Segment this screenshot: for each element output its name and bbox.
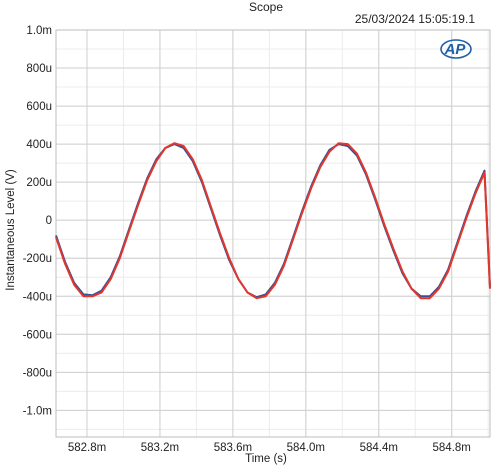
x-axis-label: Time (s) [245, 453, 287, 465]
x-axis-ticks: 582.8m 583.2m 583.6m 584.0m 584.4m 584.8m [68, 442, 471, 454]
series-layer [55, 142, 491, 300]
plot-frame [55, 29, 491, 438]
y-tick-label: 800u [26, 63, 52, 75]
x-tick-label: 584.8m [433, 442, 471, 454]
y-tick-label: -800u [23, 367, 52, 379]
ap-logo-swoosh [440, 39, 472, 59]
y-tick-label: -200u [23, 253, 52, 265]
y-axis-ticks: 1.0m 800u 600u 400u 200u 0 -200u -400u -600u -800… [23, 25, 52, 417]
grid [56, 29, 490, 437]
chart-title: Scope [249, 0, 283, 14]
y-tick-label: 1.0m [26, 25, 52, 37]
y-tick-label: 400u [26, 139, 52, 151]
y-axis-label: Instantaneous Level (V) [5, 169, 17, 291]
y-tick-label: -400u [23, 291, 52, 303]
x-tick-label: 584.0m [287, 442, 325, 454]
x-tick-label: 584.4m [360, 442, 398, 454]
ap-logo: AP [440, 39, 472, 59]
timestamp: 25/03/2024 15:05:19.1 [355, 12, 475, 26]
y-tick-label: 600u [26, 101, 52, 113]
y-tick-label: -600u [23, 329, 52, 341]
x-tick-label: 582.8m [68, 442, 106, 454]
y-tick-label: 200u [26, 177, 52, 189]
y-tick-label: 0 [46, 215, 52, 227]
ap-logo-text: AP [444, 41, 467, 58]
y-tick-label: -1.0m [23, 405, 52, 417]
x-tick-label: 583.6m [214, 442, 252, 454]
series-line-2 [55, 142, 491, 300]
x-tick-label: 583.2m [141, 442, 179, 454]
